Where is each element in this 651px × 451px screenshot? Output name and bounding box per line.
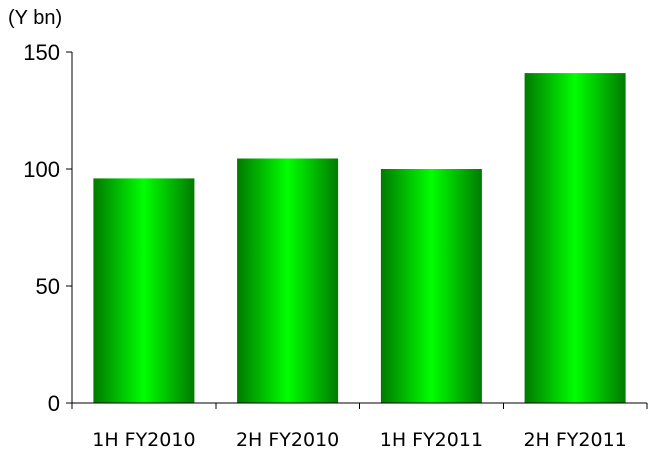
bar-1 [93, 178, 195, 403]
x-ticks-layer [71, 403, 648, 409]
bar-3 [380, 169, 482, 403]
bars-layer [93, 73, 626, 403]
x-tick-label: 2H FY2010 [236, 429, 339, 451]
x-tick-label: 2H FY2011 [523, 429, 626, 451]
y-tick-label: 0 [48, 391, 60, 416]
unit-label: (Y bn) [8, 7, 62, 29]
y-tick-label: 100 [23, 157, 60, 182]
y-tick-label: 50 [36, 274, 60, 299]
y-tick-label: 150 [23, 40, 60, 65]
bar-2 [237, 158, 339, 403]
y-ticks-layer: 0 50 100 150 [23, 40, 72, 416]
x-tick-label: 1H FY2010 [92, 429, 195, 451]
x-labels-layer: 1H FY2010 2H FY2010 1H FY2011 2H FY2011 [92, 429, 627, 451]
x-tick-label: 1H FY2011 [380, 429, 483, 451]
bar-4 [524, 73, 626, 403]
